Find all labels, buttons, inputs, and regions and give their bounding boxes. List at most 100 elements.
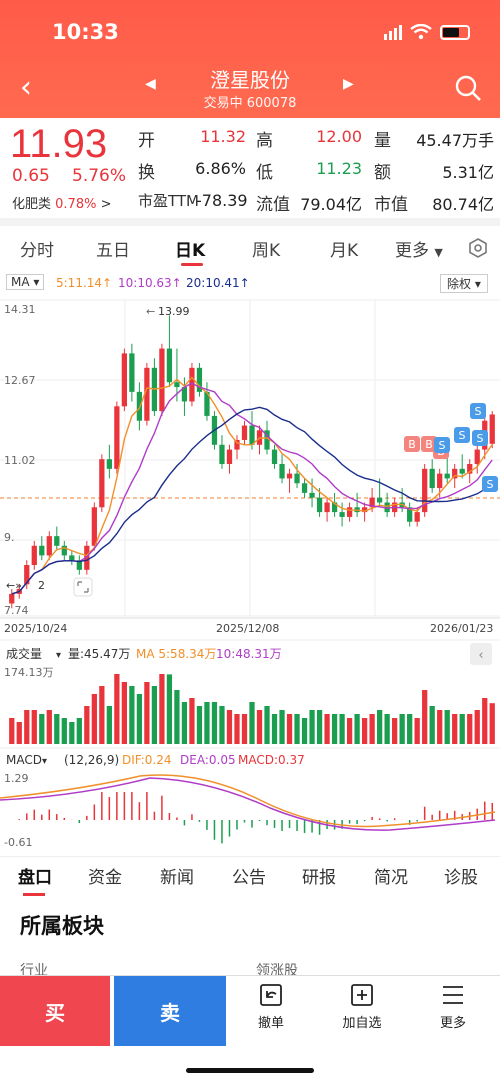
home-indicator [186, 1068, 314, 1073]
volume-bar [384, 714, 390, 744]
volume-bar [9, 718, 15, 744]
sector-link[interactable]: 化肥类 0.78% > [12, 197, 112, 212]
signal-icon [384, 24, 402, 40]
volume-bar [452, 714, 458, 744]
tab-diagnosis[interactable]: 诊股 [444, 868, 478, 888]
volume-bar [286, 714, 293, 744]
volume-bar [467, 714, 473, 744]
settings-icon[interactable] [468, 238, 488, 258]
candle-body [429, 468, 435, 489]
candle-body [181, 387, 188, 402]
candle-body [31, 545, 37, 566]
add-watchlist-icon [351, 984, 373, 1006]
volume-bar [159, 674, 165, 744]
volume-bar [444, 710, 450, 744]
candle-body [234, 439, 240, 450]
tab-intraday[interactable]: 分时 [20, 241, 54, 261]
ma10-line [11, 382, 493, 595]
low-label: 低 [256, 163, 273, 183]
tab-research[interactable]: 研报 [302, 868, 336, 888]
volume-bar [346, 718, 353, 744]
fullscreen-icon[interactable] [73, 577, 93, 597]
macd-dropdown-icon[interactable]: ▾ [42, 756, 47, 767]
tab-more[interactable]: 更多 ▼ [395, 236, 443, 261]
price-axis-bottom: 7.74 [4, 604, 29, 617]
candle-body [294, 473, 300, 484]
volume-bar [196, 706, 203, 744]
tab-announcements[interactable]: 公告 [232, 868, 266, 888]
tab-monthly-k[interactable]: 月K [330, 241, 359, 261]
prev-stock-icon[interactable]: ◀ [145, 76, 156, 92]
macd-histogram [18, 792, 493, 844]
volume-label: 量 [374, 131, 391, 151]
svg-text:B: B [408, 438, 416, 451]
tab-five-day[interactable]: 五日 [96, 241, 130, 261]
tab-news[interactable]: 新闻 [160, 868, 194, 888]
macd-label[interactable]: MACD [6, 753, 42, 767]
volume-label[interactable]: 成交量 [6, 646, 42, 661]
section-title: 所属板块 [20, 914, 104, 938]
candle-body [69, 555, 75, 561]
adjust-rights-button[interactable]: 除权 ▾ [440, 274, 488, 293]
candle-body [99, 459, 105, 508]
candle-body [61, 545, 67, 556]
tab-weekly-k[interactable]: 周K [252, 241, 281, 261]
min-marker-arrow: ←» [6, 579, 22, 592]
candle-body [76, 560, 82, 570]
back-button[interactable]: ‹ [20, 70, 32, 105]
volume-bar [166, 674, 173, 744]
volume-bar [181, 702, 188, 744]
candle-body [144, 367, 150, 421]
volume-bar [151, 686, 158, 744]
stock-code: 交易中 600078 [203, 96, 297, 111]
detail-tab-underline [23, 893, 45, 896]
battery-icon [440, 24, 470, 40]
candle-body [226, 449, 233, 465]
candle-body [129, 353, 135, 392]
sell-signal-1: S [434, 437, 450, 453]
volume-bar [482, 698, 488, 744]
macd-axis-bottom: -0.61 [4, 836, 32, 849]
date-label-3: 2026/01/23 [430, 622, 493, 635]
price-grid [0, 299, 500, 617]
svg-text:S: S [439, 439, 446, 452]
candle-body [309, 492, 315, 498]
add-watchlist-button[interactable]: 加自选 [327, 982, 397, 1031]
detail-tabs: 盘口 资金 新闻 公告 研报 简况 诊股 [0, 856, 500, 896]
candle-body [166, 348, 173, 383]
volume-dropdown-icon[interactable]: ▾ [56, 650, 61, 661]
next-stock-icon[interactable]: ▶ [343, 76, 354, 92]
candle-body [459, 468, 465, 474]
volume-value: 量:45.47万 [68, 647, 130, 661]
volume-bar [61, 718, 67, 744]
collapse-panel-icon[interactable]: ‹ [470, 643, 492, 665]
ma-select-button[interactable]: MA ▾ [6, 274, 45, 290]
tab-orderbook[interactable]: 盘口 [18, 868, 52, 888]
sell-button[interactable]: 卖 [114, 976, 226, 1046]
volume-bar [377, 710, 383, 744]
search-icon[interactable] [454, 74, 482, 102]
volume-bar [339, 714, 345, 744]
candle-body [422, 468, 428, 513]
tab-daily-k[interactable]: 日K [175, 241, 206, 261]
candle-body [24, 565, 30, 585]
volume-bar [437, 710, 443, 744]
more-button[interactable]: 更多 [418, 982, 488, 1031]
buy-button[interactable]: 买 [0, 976, 110, 1046]
candle-body [91, 507, 97, 546]
volume-bar [136, 694, 143, 744]
cancel-order-button[interactable]: 撤单 [236, 982, 306, 1031]
divider [0, 218, 500, 226]
volume-bar [46, 710, 52, 744]
candle-body [121, 353, 127, 407]
low-value: 11.23 [316, 159, 362, 178]
tab-funds[interactable]: 资金 [88, 868, 122, 888]
volume-bar [256, 710, 263, 744]
kline-chart[interactable]: 14.31 12.67 11.02 9. 7.74 ← 13.99 ←» 2 B… [0, 296, 500, 856]
trade-action-bar: 买 卖 撤单 加自选 更多 [0, 975, 500, 1082]
ma5-line [11, 376, 493, 595]
candle-body [174, 382, 180, 388]
volume-bar [309, 710, 315, 744]
tab-profile[interactable]: 简况 [374, 868, 408, 888]
tab-underline [181, 263, 203, 266]
